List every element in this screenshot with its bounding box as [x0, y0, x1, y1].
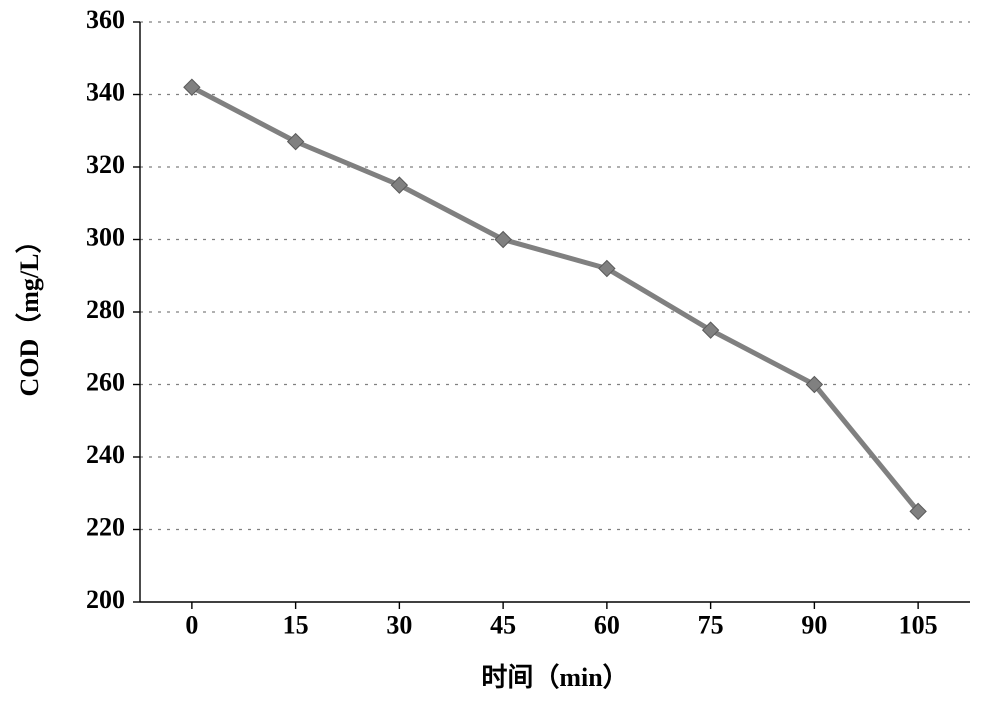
xtick-label: 60 [594, 610, 620, 639]
ytick-label: 280 [86, 295, 125, 324]
ytick-label: 300 [86, 222, 125, 251]
chart-bg [0, 0, 1000, 712]
xtick-label: 90 [801, 610, 827, 639]
ytick-label: 240 [86, 440, 125, 469]
x-axis-title: 时间（min） [481, 663, 628, 692]
y-axis-title: COD（mg/L） [15, 227, 44, 396]
xtick-label: 105 [899, 610, 938, 639]
ytick-label: 320 [86, 150, 125, 179]
xtick-label: 30 [386, 610, 412, 639]
line-chart: 200 220 240 260 280 300 320 340 360 0 15 30 45 60 75 90… [0, 0, 1000, 712]
xtick-label: 45 [490, 610, 516, 639]
ytick-label: 340 [86, 77, 125, 106]
ytick-label: 360 [86, 5, 125, 34]
ytick-label: 260 [86, 367, 125, 396]
chart-svg: 200 220 240 260 280 300 320 340 360 0 15 30 45 60 75 90… [0, 0, 1000, 712]
xtick-label: 15 [283, 610, 309, 639]
xtick-label: 0 [185, 610, 198, 639]
ytick-label: 220 [86, 512, 125, 541]
ytick-label: 200 [86, 585, 125, 614]
xtick-label: 75 [698, 610, 724, 639]
